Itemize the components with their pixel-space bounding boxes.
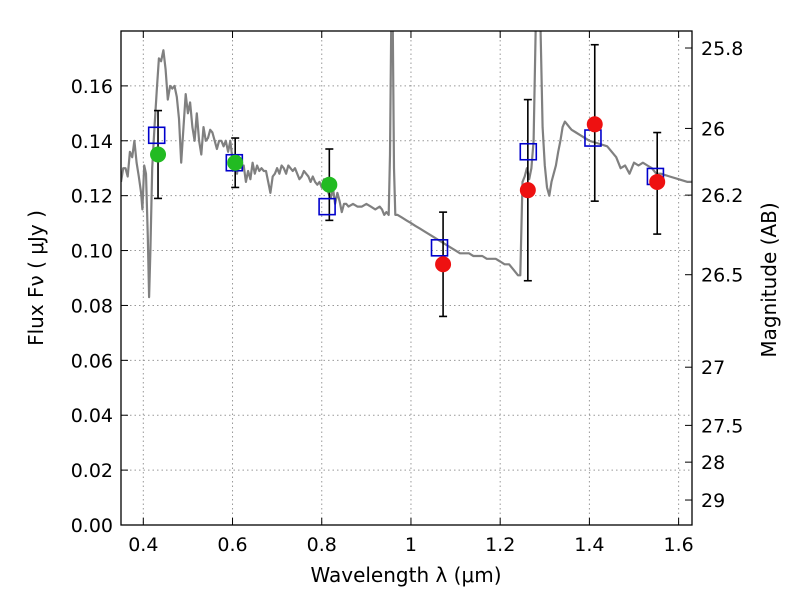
y-tick-label: 0.12 <box>71 186 113 208</box>
axis-ticks: 0.4 0.6 0.8 1 1.2 1.4 1.6 0.00 0.02 0.04 0.06 0.08 0… <box>71 31 743 556</box>
optical-flux-point <box>227 154 244 171</box>
y-tick-label: 0.00 <box>71 515 113 537</box>
y-tick-label: 0.08 <box>71 295 113 317</box>
y-tick-label: 0.04 <box>71 405 113 427</box>
x-tick-label: 1 <box>405 534 417 556</box>
x-tick-label: 0.6 <box>217 534 247 556</box>
y2-tick-label: 25.8 <box>701 38 743 60</box>
plot-frame <box>120 30 693 526</box>
optical-flux-point <box>150 146 167 163</box>
model-photometry-square <box>430 239 449 257</box>
nir-flux-point <box>519 182 536 199</box>
x-axis-label: Wavelength λ (μm) <box>310 563 501 587</box>
y-tick-label: 0.10 <box>71 241 113 263</box>
y-axis-label: Flux Fν ( μJy ) <box>24 210 48 346</box>
model-photometry-square <box>519 142 538 161</box>
model-photometry-square <box>318 197 336 216</box>
y-tick-label: 0.14 <box>71 131 113 153</box>
y-tick-label: 0.16 <box>71 76 113 98</box>
y2-tick-label: 26.5 <box>701 265 743 287</box>
x-tick-label: 0.4 <box>128 534 158 556</box>
y2-tick-label: 27.5 <box>701 415 743 437</box>
grid-lines <box>121 31 692 525</box>
y2-axis-label: Magnitude (AB) <box>757 202 781 357</box>
nir-flux-point <box>586 116 603 133</box>
nir-flux-point <box>649 173 666 190</box>
nir-flux-point <box>435 256 452 273</box>
plot-data <box>121 31 692 318</box>
y2-tick-label: 29 <box>701 490 725 512</box>
model-photometry-square <box>147 126 166 145</box>
y-tick-label: 0.06 <box>71 350 113 372</box>
y2-tick-label: 28 <box>701 452 725 474</box>
optical-flux-point <box>321 176 338 193</box>
x-tick-label: 1.6 <box>664 534 694 556</box>
y2-tick-label: 26.2 <box>701 185 743 207</box>
y2-tick-label: 27 <box>701 357 725 379</box>
y2-tick-label: 26 <box>701 118 725 140</box>
x-tick-label: 1.4 <box>574 534 604 556</box>
y-tick-label: 0.02 <box>71 460 113 482</box>
x-tick-label: 0.8 <box>307 534 337 556</box>
x-tick-label: 1.2 <box>485 534 515 556</box>
